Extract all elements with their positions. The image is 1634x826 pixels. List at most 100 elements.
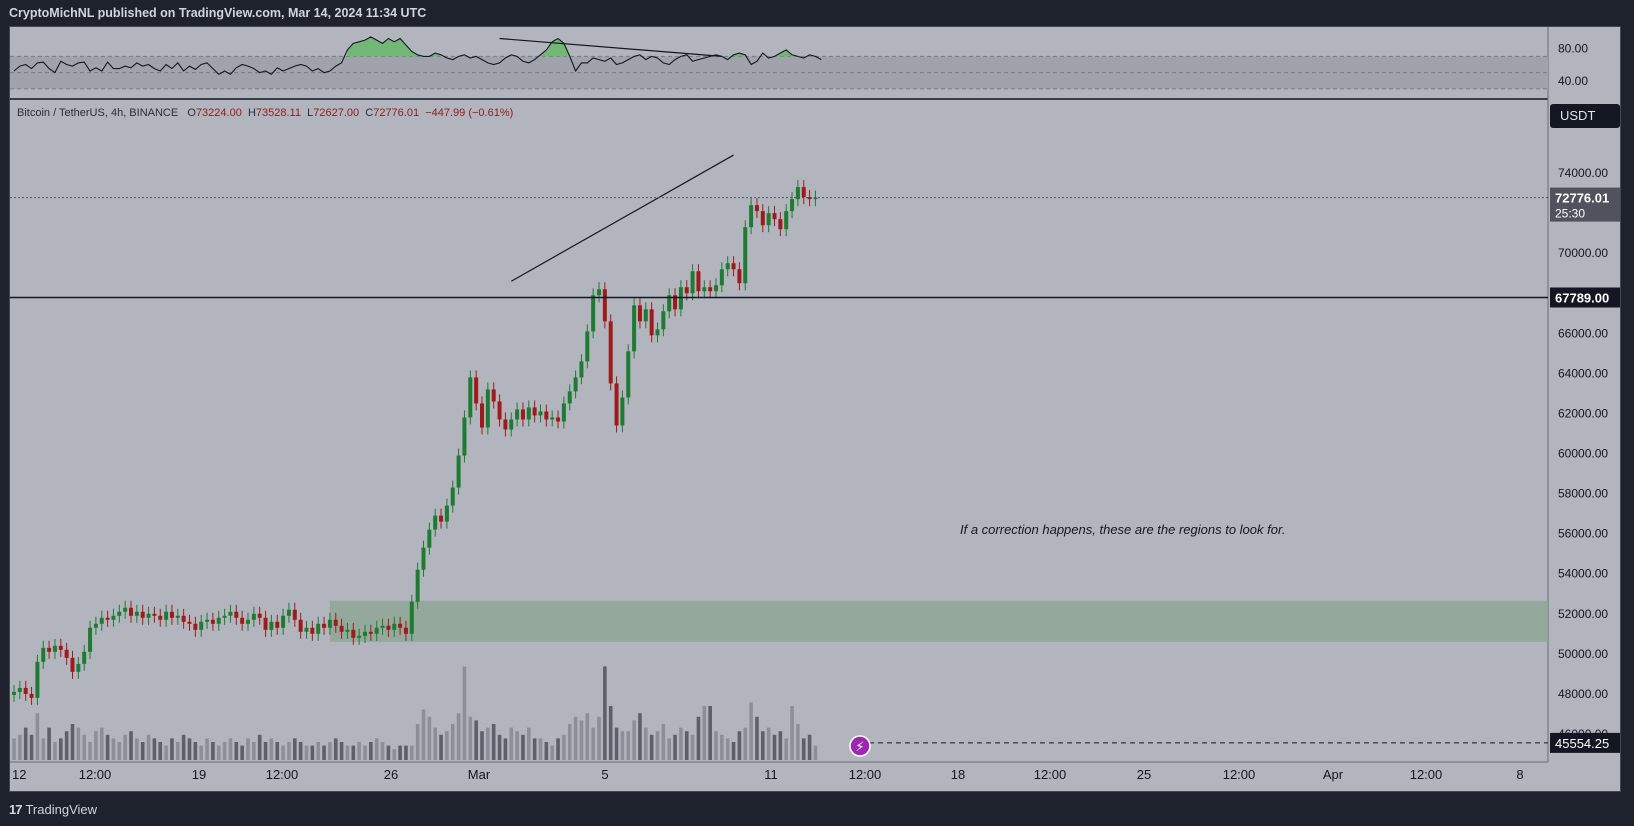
candle — [205, 619, 210, 622]
volume-bar — [784, 738, 788, 760]
candle — [134, 611, 139, 616]
candle — [719, 269, 724, 286]
oscillator-overbought-fill — [733, 53, 746, 57]
volume-bar — [111, 738, 116, 760]
brand-label[interactable]: TradingView — [25, 802, 98, 817]
candle — [743, 227, 748, 284]
candle — [169, 611, 174, 618]
volume-bar — [708, 706, 712, 760]
volume-bar — [720, 734, 724, 760]
horizontal-level-label: 67789.00 — [1555, 291, 1609, 306]
volume-bar — [755, 716, 759, 760]
candle — [269, 621, 274, 630]
candle — [632, 305, 637, 352]
candle — [678, 287, 683, 310]
time-tick-label: 12:00 — [849, 767, 882, 782]
candle — [515, 409, 520, 420]
candle — [731, 263, 736, 270]
volume-bar — [626, 731, 631, 760]
candle — [626, 351, 631, 398]
candle — [228, 611, 233, 616]
volume-bar — [486, 727, 490, 760]
candle — [649, 309, 654, 336]
instrument-title[interactable]: Bitcoin / TetherUS, 4h, BINANCE — [17, 107, 179, 119]
candle — [158, 615, 163, 620]
candle — [129, 607, 133, 616]
candle — [216, 617, 221, 624]
candle — [661, 311, 666, 330]
candle — [222, 615, 227, 618]
alert-icon[interactable] — [849, 735, 871, 757]
candle — [93, 623, 98, 628]
time-tick-label: 8 — [1516, 767, 1523, 782]
oscillator-line — [13, 36, 822, 75]
volume-bar — [474, 720, 478, 760]
price-tick-label: 56000.00 — [1558, 527, 1608, 541]
time-tick-label: 12:00 — [266, 767, 299, 782]
volume-bar — [667, 738, 671, 760]
volume-bar — [562, 734, 566, 760]
candle — [462, 417, 467, 456]
volume-bar — [275, 742, 280, 760]
tradingview-logo-icon: 17 — [9, 802, 23, 817]
candle — [70, 657, 75, 672]
chart-frame[interactable] — [9, 26, 1621, 792]
volume-bar — [796, 724, 800, 760]
volume-bar — [702, 706, 707, 760]
price-tick-label: 52000.00 — [1558, 607, 1608, 621]
chart-annotation: If a correction happens, these are the r… — [960, 522, 1286, 537]
candle — [117, 611, 122, 616]
volume-bar — [293, 738, 297, 760]
volume-bar — [410, 745, 414, 760]
candle — [275, 621, 280, 628]
candle — [737, 269, 742, 284]
currency-button[interactable]: USDT — [1550, 104, 1620, 128]
candle — [193, 623, 198, 630]
volume-bar — [76, 727, 81, 760]
volume-bar — [404, 745, 408, 760]
volume-bar — [497, 734, 502, 760]
candle — [795, 187, 800, 200]
candle — [257, 613, 262, 618]
candle — [602, 289, 607, 322]
oscillator-band — [10, 56, 1548, 89]
candle — [327, 619, 332, 628]
candle — [561, 403, 566, 422]
candle — [29, 693, 34, 698]
volume-bar — [439, 734, 443, 760]
volume-bar — [749, 702, 753, 760]
volume-bar — [597, 716, 601, 760]
candle — [778, 219, 783, 230]
volume-bar — [772, 734, 777, 760]
candle — [240, 617, 245, 624]
volume-bar — [550, 745, 554, 760]
candle — [597, 289, 601, 296]
candle — [579, 361, 584, 378]
candle — [427, 529, 432, 548]
candle — [790, 199, 795, 212]
candle — [234, 611, 239, 618]
volume-bar — [398, 745, 402, 760]
candle — [585, 331, 590, 362]
candle — [368, 631, 373, 634]
rising-trendline — [510, 154, 734, 282]
volume-bar — [655, 731, 660, 760]
volume-bar — [29, 734, 34, 760]
volume-bar — [240, 745, 244, 760]
candle — [503, 419, 508, 430]
volume-bar — [64, 731, 69, 760]
volume-bar — [199, 745, 203, 760]
candle — [64, 649, 69, 658]
time-tick-label: 26 — [384, 767, 398, 782]
volume-bar — [287, 742, 291, 760]
time-tick-label: 12:00 — [1223, 767, 1256, 782]
volume-bar — [374, 738, 379, 760]
volume-bar — [82, 734, 86, 760]
volume-bar — [187, 738, 192, 760]
volume-bar — [761, 731, 765, 760]
close-label: C — [365, 107, 374, 119]
candle — [550, 417, 555, 420]
volume-bar — [538, 738, 543, 760]
candle — [491, 389, 496, 402]
